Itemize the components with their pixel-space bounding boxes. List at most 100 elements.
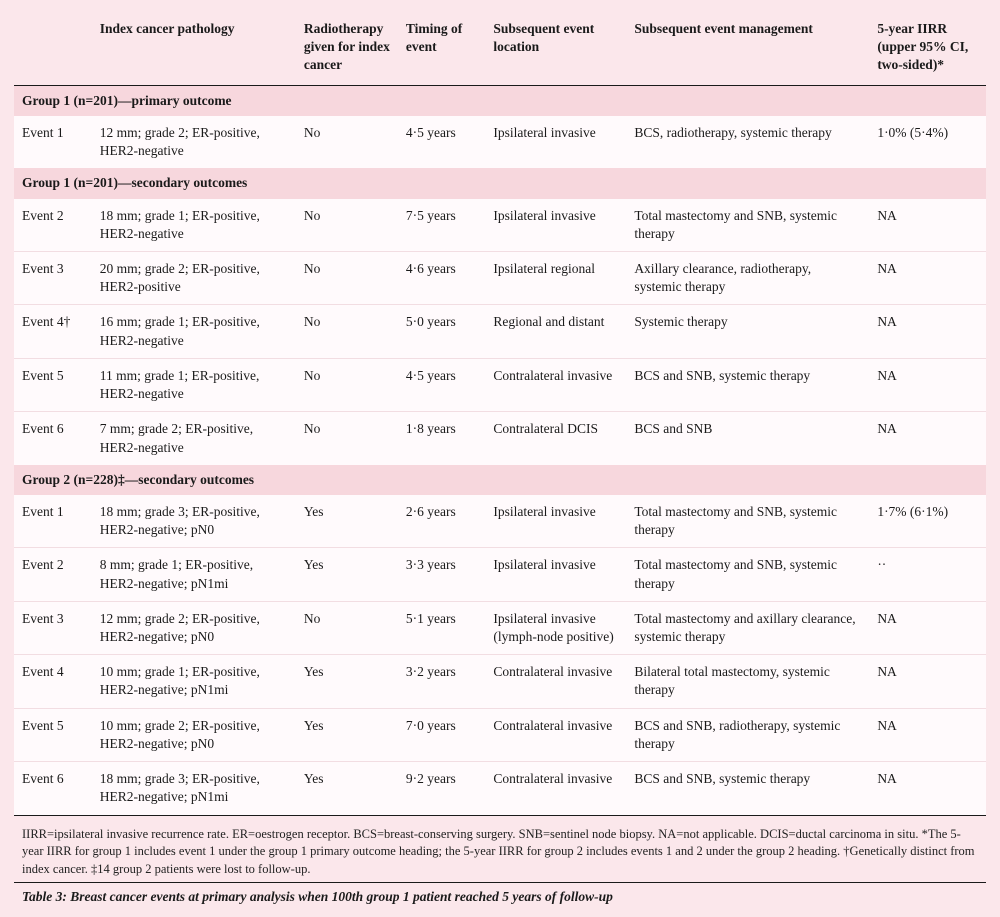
cell-timing: 5·0 years <box>398 305 485 358</box>
cell-pathology: 12 mm; grade 2; ER-positive, HER2-negati… <box>92 601 296 654</box>
cell-pathology: 18 mm; grade 3; ER-positive, HER2-negati… <box>92 762 296 815</box>
cell-pathology: 16 mm; grade 1; ER-positive, HER2-negati… <box>92 305 296 358</box>
cell-iirr: NA <box>869 199 986 252</box>
cell-management: BCS and SNB <box>626 412 869 465</box>
cell-location: Ipsilateral regional <box>485 251 626 304</box>
cell-management: Total mastectomy and axillary clearance,… <box>626 601 869 654</box>
cell-event: Event 6 <box>14 762 92 815</box>
cell-management: Total mastectomy and SNB, systemic thera… <box>626 199 869 252</box>
group-title: Group 2 (n=228)‡—secondary outcomes <box>14 465 986 495</box>
cell-timing: 3·2 years <box>398 655 485 708</box>
cell-timing: 2·6 years <box>398 495 485 548</box>
table-row: Event 618 mm; grade 3; ER-positive, HER2… <box>14 762 986 815</box>
cell-location: Regional and distant <box>485 305 626 358</box>
cell-timing: 5·1 years <box>398 601 485 654</box>
col-pathology: Index cancer pathology <box>92 12 296 85</box>
cell-event: Event 5 <box>14 708 92 761</box>
cell-event: Event 1 <box>14 116 92 168</box>
cell-location: Ipsilateral invasive <box>485 116 626 168</box>
cell-iirr: NA <box>869 358 986 411</box>
cell-pathology: 18 mm; grade 3; ER-positive, HER2-negati… <box>92 495 296 548</box>
cell-location: Ipsilateral invasive <box>485 495 626 548</box>
cell-radiotherapy: Yes <box>296 655 398 708</box>
cell-timing: 9·2 years <box>398 762 485 815</box>
cell-radiotherapy: No <box>296 199 398 252</box>
col-location: Subsequent event location <box>485 12 626 85</box>
table-head: Index cancer pathology Radiotherapy give… <box>14 12 986 85</box>
cell-management: Axillary clearance, radiotherapy, system… <box>626 251 869 304</box>
cell-pathology: 18 mm; grade 1; ER-positive, HER2-negati… <box>92 199 296 252</box>
cell-radiotherapy: No <box>296 305 398 358</box>
cell-pathology: 8 mm; grade 1; ER-positive, HER2-negativ… <box>92 548 296 601</box>
table-footnote: IIRR=ipsilateral invasive recurrence rat… <box>14 815 986 883</box>
group-header: Group 1 (n=201)—primary outcome <box>14 85 986 116</box>
table-row: Event 511 mm; grade 1; ER-positive, HER2… <box>14 358 986 411</box>
cell-timing: 3·3 years <box>398 548 485 601</box>
cell-radiotherapy: No <box>296 116 398 168</box>
cell-radiotherapy: Yes <box>296 708 398 761</box>
cell-event: Event 1 <box>14 495 92 548</box>
cell-management: Bilateral total mastectomy, systemic the… <box>626 655 869 708</box>
cell-iirr: NA <box>869 601 986 654</box>
cell-event: Event 3 <box>14 601 92 654</box>
cell-iirr: NA <box>869 655 986 708</box>
cell-timing: 7·5 years <box>398 199 485 252</box>
caption-text: Breast cancer events at primary analysis… <box>67 889 613 904</box>
cell-location: Contralateral invasive <box>485 358 626 411</box>
table-caption: Table 3: Breast cancer events at primary… <box>14 882 986 905</box>
group-title: Group 1 (n=201)—primary outcome <box>14 85 986 116</box>
cell-event: Event 4 <box>14 655 92 708</box>
cell-location: Ipsilateral invasive (lymph-node positiv… <box>485 601 626 654</box>
cell-iirr: NA <box>869 251 986 304</box>
cell-location: Ipsilateral invasive <box>485 199 626 252</box>
cell-management: BCS and SNB, systemic therapy <box>626 762 869 815</box>
caption-label: Table 3: <box>22 889 67 904</box>
col-event <box>14 12 92 85</box>
col-timing: Timing of event <box>398 12 485 85</box>
cell-management: BCS and SNB, systemic therapy <box>626 358 869 411</box>
cell-location: Contralateral invasive <box>485 762 626 815</box>
cell-pathology: 20 mm; grade 2; ER-positive, HER2-positi… <box>92 251 296 304</box>
cell-iirr: NA <box>869 762 986 815</box>
cell-iirr: ·· <box>869 548 986 601</box>
cell-timing: 7·0 years <box>398 708 485 761</box>
cell-management: BCS, radiotherapy, systemic therapy <box>626 116 869 168</box>
cell-radiotherapy: Yes <box>296 495 398 548</box>
cell-event: Event 2 <box>14 548 92 601</box>
cell-timing: 4·5 years <box>398 116 485 168</box>
cell-iirr: NA <box>869 708 986 761</box>
group-title: Group 1 (n=201)—secondary outcomes <box>14 168 986 198</box>
cell-location: Contralateral invasive <box>485 655 626 708</box>
cell-management: Systemic therapy <box>626 305 869 358</box>
group-header: Group 2 (n=228)‡—secondary outcomes <box>14 465 986 495</box>
table-row: Event 320 mm; grade 2; ER-positive, HER2… <box>14 251 986 304</box>
cell-radiotherapy: Yes <box>296 548 398 601</box>
table-row: Event 4†16 mm; grade 1; ER-positive, HER… <box>14 305 986 358</box>
cell-pathology: 11 mm; grade 1; ER-positive, HER2-negati… <box>92 358 296 411</box>
cell-event: Event 5 <box>14 358 92 411</box>
cell-management: BCS and SNB, radiotherapy, systemic ther… <box>626 708 869 761</box>
cell-management: Total mastectomy and SNB, systemic thera… <box>626 548 869 601</box>
cell-iirr: NA <box>869 305 986 358</box>
cell-event: Event 3 <box>14 251 92 304</box>
cell-pathology: 12 mm; grade 2; ER-positive, HER2-negati… <box>92 116 296 168</box>
cell-location: Ipsilateral invasive <box>485 548 626 601</box>
table-row: Event 410 mm; grade 1; ER-positive, HER2… <box>14 655 986 708</box>
cell-location: Contralateral invasive <box>485 708 626 761</box>
events-table: Index cancer pathology Radiotherapy give… <box>14 12 986 815</box>
cell-radiotherapy: No <box>296 601 398 654</box>
table-row: Event 67 mm; grade 2; ER-positive, HER2-… <box>14 412 986 465</box>
cell-pathology: 10 mm; grade 2; ER-positive, HER2-negati… <box>92 708 296 761</box>
cell-radiotherapy: No <box>296 358 398 411</box>
cell-iirr: 1·7% (6·1%) <box>869 495 986 548</box>
table-row: Event 218 mm; grade 1; ER-positive, HER2… <box>14 199 986 252</box>
table-row: Event 510 mm; grade 2; ER-positive, HER2… <box>14 708 986 761</box>
table-row: Event 118 mm; grade 3; ER-positive, HER2… <box>14 495 986 548</box>
cell-event: Event 2 <box>14 199 92 252</box>
cell-pathology: 10 mm; grade 1; ER-positive, HER2-negati… <box>92 655 296 708</box>
group-header: Group 1 (n=201)—secondary outcomes <box>14 168 986 198</box>
cell-event: Event 6 <box>14 412 92 465</box>
cell-iirr: NA <box>869 412 986 465</box>
table-body: Group 1 (n=201)—primary outcomeEvent 112… <box>14 85 986 814</box>
cell-radiotherapy: No <box>296 412 398 465</box>
